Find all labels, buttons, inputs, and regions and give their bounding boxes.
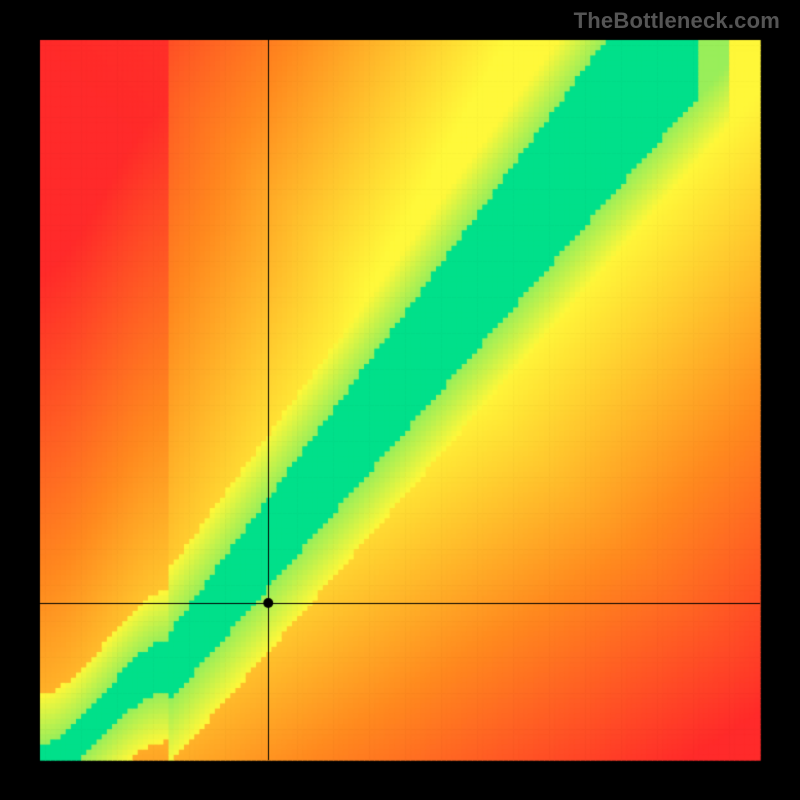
chart-container: TheBottleneck.com — [0, 0, 800, 800]
watermark-text: TheBottleneck.com — [574, 8, 780, 34]
bottleneck-heatmap — [0, 0, 800, 800]
